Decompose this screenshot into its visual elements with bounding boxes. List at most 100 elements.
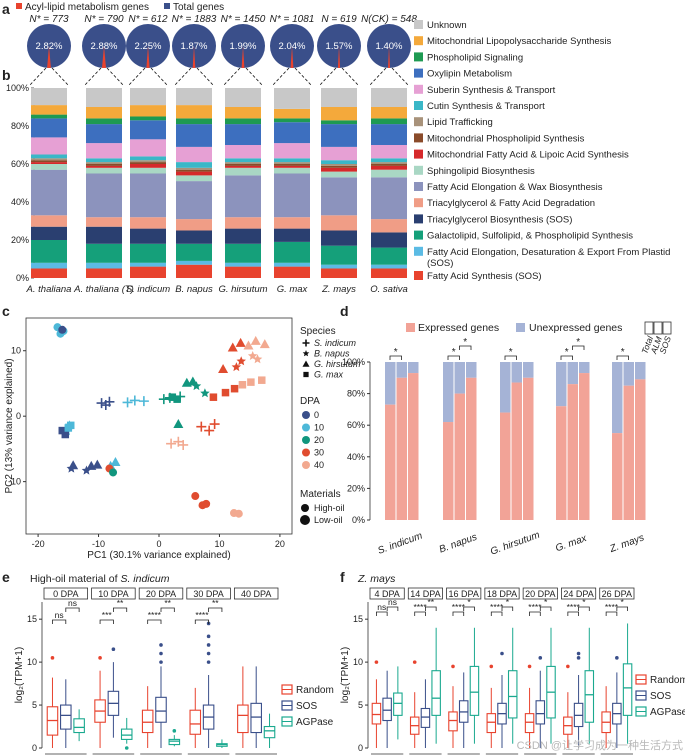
pie-percent-label: 1.57% [326, 41, 353, 52]
bar-segment [130, 217, 166, 229]
panel-title: Z. mays [357, 573, 396, 585]
legend-label: Triacylglycerol Biosynthesis (SOS) [427, 214, 572, 225]
sig-label: ** [427, 597, 434, 607]
bar-segment [130, 266, 166, 278]
box-outlier [500, 651, 504, 656]
y-tick-label: 0 [16, 411, 21, 421]
bar-segment [371, 88, 407, 107]
legend-dpa-swatch [302, 436, 310, 444]
sig-bracket [504, 355, 517, 360]
box-body [507, 670, 518, 719]
sig-label: ns [55, 610, 64, 620]
legend-label: Triacylglycerol & Fatty Acid Degradation [427, 198, 595, 209]
group-header-box [186, 587, 231, 600]
bar-segment [130, 167, 166, 174]
box-outlier [538, 656, 543, 660]
legend-label: SOS [296, 701, 317, 712]
box-outlier [489, 664, 494, 669]
bar-segment [31, 114, 67, 119]
bar-segment [371, 169, 407, 178]
sig-label: * [544, 597, 548, 607]
star-marker [236, 356, 246, 366]
bar-segment [86, 107, 122, 119]
x-tick-label: 0 [156, 539, 161, 549]
legend-swatch [414, 149, 423, 159]
legend-swatch-unexpressed [516, 323, 525, 332]
bar-unexpressed [385, 362, 396, 405]
bar-segment [274, 217, 310, 229]
bar-segment [86, 262, 122, 269]
plus-marker [122, 397, 133, 408]
bar-segment [176, 175, 212, 182]
sig-bracket [65, 607, 80, 612]
box-outlier [576, 651, 581, 656]
group-header-label: 14 DPA [410, 589, 440, 599]
sig-bracket [425, 606, 437, 611]
sig-label: **** [148, 610, 162, 620]
legend-swatch [414, 230, 423, 240]
bar-expressed [454, 393, 465, 520]
bar-expressed [523, 377, 534, 520]
bar-segment [176, 88, 212, 106]
legend-label: Mitochondrial Fatty Acid & Lipoic Acid S… [427, 150, 629, 161]
star-marker [302, 350, 310, 357]
bar-unexpressed [635, 362, 646, 380]
bar-expressed [500, 412, 511, 520]
plus-marker [158, 394, 169, 405]
plus-marker [138, 396, 149, 407]
panel-title: High-oil material of S. indicum [30, 573, 170, 585]
sig-label: ** [117, 598, 124, 608]
connector-line [391, 67, 410, 87]
legend-title-species: Species [300, 326, 336, 337]
legend-label: Fatty Acid Elongation & Wax Biosynthesis [427, 182, 603, 193]
bar-segment [176, 162, 212, 168]
pie-count-label: N(CK) = 548 [361, 14, 417, 25]
box-body [393, 692, 403, 716]
bar-segment [371, 107, 407, 119]
bar-segment [176, 124, 212, 147]
bar-expressed [408, 373, 419, 520]
bar-segment [225, 167, 261, 176]
bar-segment [321, 264, 357, 269]
legend-label: Cutin Synthesis & Transport [427, 101, 545, 112]
sig-label: **** [528, 602, 542, 612]
bar-segment [176, 105, 212, 119]
bar-segment [274, 88, 310, 109]
x-category-label: S. indicum [126, 284, 170, 295]
sig-bracket [99, 619, 114, 624]
sig-label: ns [377, 602, 386, 612]
legend-swatch-acyl [16, 3, 22, 9]
connector-line [245, 67, 264, 87]
bar-unexpressed [623, 362, 634, 386]
box-body [371, 702, 382, 725]
box-body [120, 728, 133, 740]
sig-bracket [605, 611, 618, 616]
bar-unexpressed [454, 362, 465, 394]
group-header-label: 20 DPA [525, 589, 555, 599]
box-body [141, 709, 154, 734]
pie-acyl-slice [102, 46, 106, 68]
legend-label: Suberin Synthesis & Transport [427, 85, 556, 96]
bar-segment [176, 219, 212, 231]
bar-segment [86, 124, 122, 144]
box-outlier [374, 660, 379, 664]
sig-label: ns [68, 598, 77, 608]
plus-marker [96, 398, 107, 409]
bar-expressed [556, 406, 567, 520]
bar-segment [321, 245, 357, 265]
bar-segment [225, 107, 261, 119]
sig-bracket [52, 619, 67, 624]
x-category-label: A. thaliana (T) [73, 284, 134, 295]
x-category-label: A. thaliana [26, 284, 72, 295]
legend-material-swatch [301, 504, 309, 512]
bar-expressed [579, 373, 590, 520]
box-body [250, 702, 262, 734]
connector-line [294, 67, 313, 87]
bar-expressed [612, 433, 623, 520]
box-body [263, 725, 276, 739]
bar-unexpressed [612, 362, 623, 434]
circle-marker [198, 501, 207, 510]
legend-title-materials: Materials [300, 489, 341, 500]
y-tick-label: 0 [358, 743, 363, 753]
